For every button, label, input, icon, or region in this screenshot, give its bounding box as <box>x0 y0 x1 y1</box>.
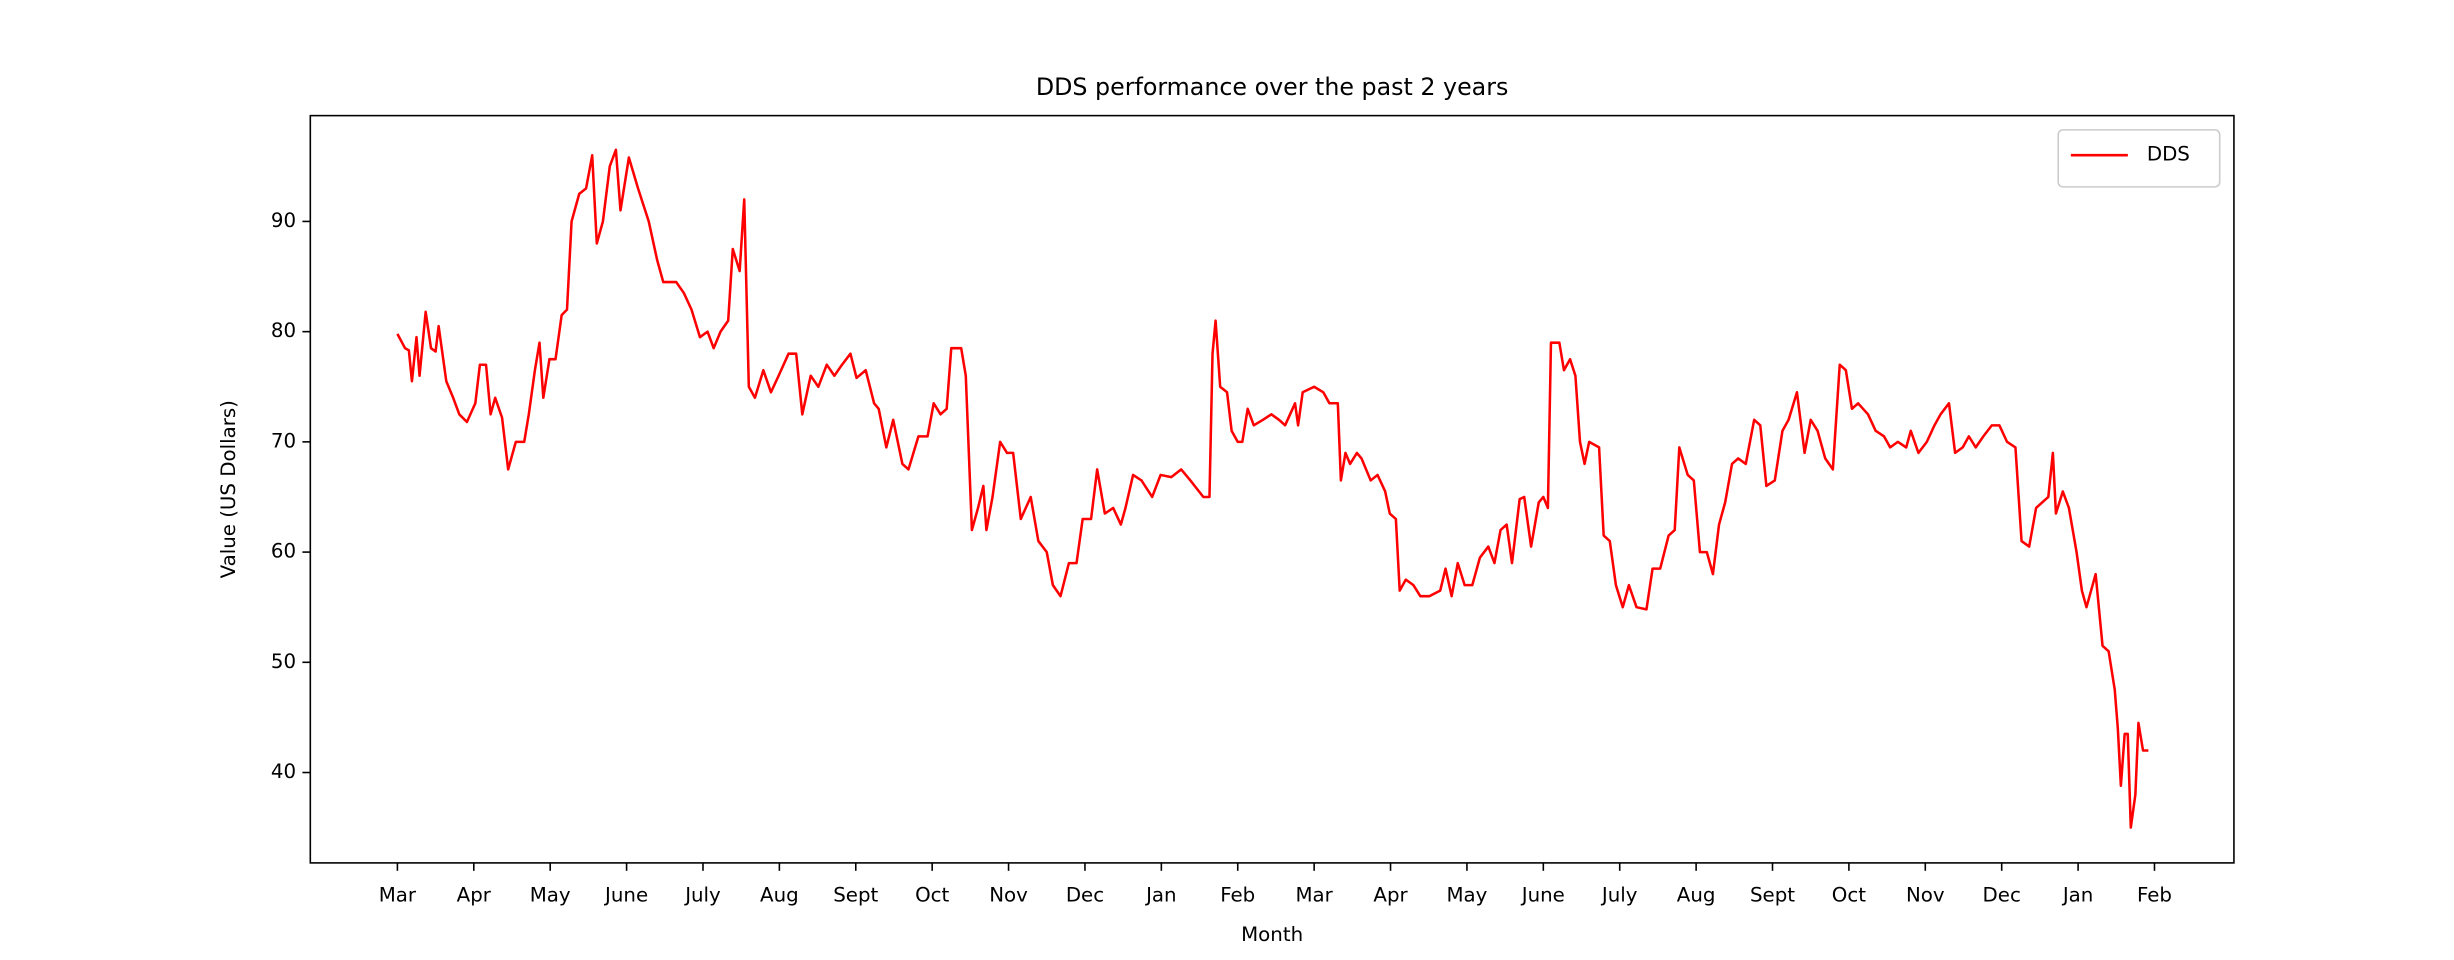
x-tick-label: Apr <box>457 884 492 907</box>
x-tick-label: Apr <box>1373 884 1408 907</box>
x-tick-label: June <box>603 884 648 907</box>
plot-frame <box>309 114 2235 864</box>
x-tick-label: Nov <box>1906 884 1945 907</box>
x-tick-label: July <box>1600 884 1638 907</box>
legend-box <box>2057 129 2221 188</box>
x-tick-label: Oct <box>915 884 949 907</box>
x-tick-label: Mar <box>379 884 417 907</box>
x-tick-label: Dec <box>1066 884 1104 907</box>
x-tick-label: Nov <box>989 884 1028 907</box>
x-tick-label: Sept <box>1750 884 1795 907</box>
x-tick-label: Mar <box>1295 884 1333 907</box>
x-tick-label: May <box>530 884 571 907</box>
x-tick-label: Dec <box>1983 884 2021 907</box>
x-tick-label: May <box>1446 884 1487 907</box>
y-tick-label: 40 <box>271 760 296 783</box>
x-tick-label: July <box>683 884 721 907</box>
x-tick-label: Jan <box>2061 884 2094 907</box>
x-tick-label: Aug <box>1677 884 1716 907</box>
legend-label: DDS <box>2147 143 2190 166</box>
y-tick-label: 70 <box>271 429 296 452</box>
y-tick-label: 80 <box>271 319 296 342</box>
x-tick-label: Jan <box>1144 884 1177 907</box>
chart-title: DDS performance over the past 2 years <box>1036 73 1508 101</box>
x-tick-label: Aug <box>760 884 799 907</box>
x-tick-label: June <box>1520 884 1565 907</box>
x-tick-label: Feb <box>1220 884 1255 907</box>
y-axis-label: Value (US Dollars) <box>217 400 240 578</box>
y-tick-label: 90 <box>271 209 296 232</box>
data-line <box>396 148 2149 829</box>
x-axis-label: Month <box>1241 923 1303 946</box>
x-tick-label: Sept <box>833 884 878 907</box>
x-tick-label: Feb <box>2137 884 2172 907</box>
y-tick-label: 60 <box>271 540 296 563</box>
x-tick-label: Oct <box>1832 884 1866 907</box>
y-tick-label: 50 <box>271 650 296 673</box>
